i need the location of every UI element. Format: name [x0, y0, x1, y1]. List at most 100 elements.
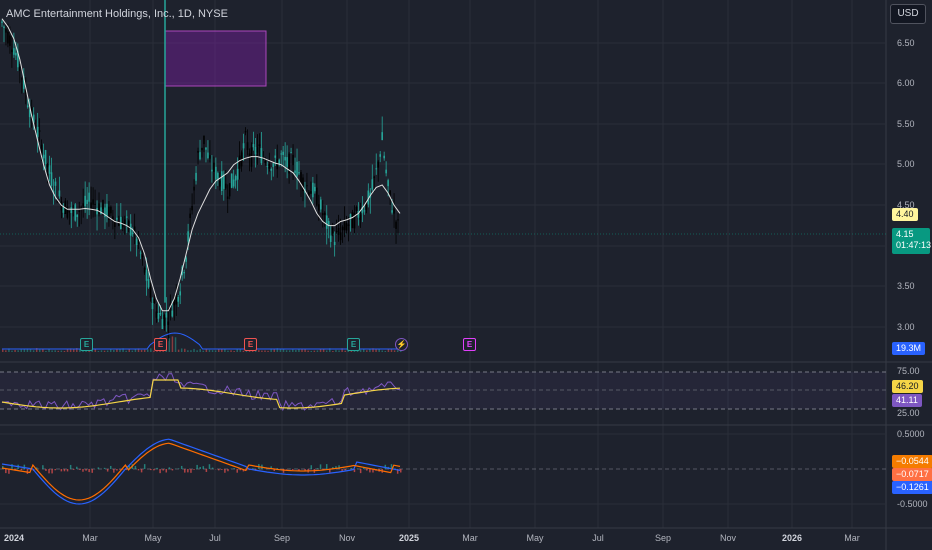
rsi-value-tag: 41.11 [892, 394, 922, 407]
volume-bar [39, 349, 41, 352]
candle-body [21, 78, 23, 80]
volume-bar [8, 348, 10, 352]
macd-hist-bar [76, 466, 78, 469]
candle-body [44, 150, 47, 165]
candle-body [145, 269, 148, 281]
volume-bar [217, 348, 220, 352]
candle-body [48, 165, 51, 174]
candle-body [314, 186, 316, 192]
volume-bar [193, 348, 195, 352]
time-label: Jul [209, 533, 221, 543]
macd-hist-bar [106, 469, 109, 472]
volume-bar [57, 350, 60, 352]
macd-hist-bar [177, 468, 180, 469]
candle-body [38, 130, 41, 132]
volume-bar [335, 349, 337, 352]
candle-body [62, 206, 65, 213]
macd-hist-bar [51, 469, 53, 474]
earnings-icon[interactable]: E [347, 338, 360, 351]
volume-bar [66, 348, 69, 352]
candle-body [316, 187, 318, 206]
macd-hist-bar [122, 469, 124, 470]
time-label: 2025 [398, 533, 420, 543]
macd-hist-bar [332, 467, 334, 469]
drawn-rectangle-zone[interactable] [164, 30, 267, 87]
candle-body [226, 196, 229, 199]
macd-hist-bar [227, 469, 229, 472]
volume-bar [298, 349, 300, 352]
macd-hist-bar [270, 466, 272, 469]
volume-bar [233, 350, 235, 352]
volume-bar [174, 337, 177, 352]
candle-body [94, 203, 96, 206]
candle-body [306, 185, 308, 187]
volume-bar [97, 350, 100, 352]
volume-bar [338, 350, 340, 352]
candle-body [30, 106, 33, 120]
macd-hist-bar [202, 466, 205, 469]
candle-body [256, 147, 259, 153]
candle-body [201, 147, 203, 151]
macd-hist-bar [140, 469, 143, 473]
volume-bar [264, 350, 266, 352]
candle-body [209, 155, 211, 159]
macd-hist-bar [292, 469, 294, 471]
candle-body [284, 156, 286, 161]
candle-body [353, 212, 356, 229]
candle-body [28, 109, 31, 118]
volume-bar [177, 349, 180, 352]
candle-body [191, 205, 193, 211]
volume-bar [362, 349, 365, 352]
moving-average-line [1, 18, 401, 312]
earnings-icon[interactable]: E [463, 338, 476, 351]
candle-body [40, 144, 43, 156]
candle-body [116, 217, 118, 220]
candle-body [177, 297, 180, 302]
candle-body [248, 153, 251, 157]
candle-body [88, 192, 90, 202]
macd-hist-bar [2, 465, 4, 469]
macd-hist-bar [304, 469, 306, 472]
macd-hist-bar [319, 464, 322, 469]
candle-body [161, 319, 164, 330]
volume-bar [20, 349, 23, 352]
volume-bar [35, 348, 38, 352]
candle-body [260, 148, 263, 164]
candle-body [19, 66, 21, 71]
currency-button[interactable]: USD [890, 4, 926, 24]
macd-hist-bar [196, 464, 198, 469]
macd-hist-bar [35, 467, 38, 469]
volume-bar [258, 350, 260, 352]
macd-histogram-tag: −0.0544 [892, 455, 932, 468]
time-label: May [526, 533, 544, 543]
symbol-title[interactable]: AMC Entertainment Holdings, Inc., 1D, NY… [6, 8, 228, 20]
candle-body [46, 164, 49, 168]
rsi-line [1, 373, 401, 412]
volume-bar [171, 336, 174, 352]
volume-bar [356, 350, 359, 352]
volume-bar [119, 348, 121, 352]
volume-bar [242, 350, 245, 352]
volume-bar [276, 348, 279, 352]
candle-body [106, 203, 108, 216]
candle-body [230, 173, 233, 188]
macd-hist-bar [82, 469, 84, 472]
volume-bar [109, 348, 112, 352]
split-lightning-icon[interactable]: ⚡ [395, 338, 408, 351]
earnings-icon[interactable]: E [80, 338, 93, 351]
candle-body [76, 214, 79, 218]
macd-hist-bar [162, 469, 164, 471]
macd-hist-bar [8, 469, 10, 474]
volume-bar [396, 350, 399, 352]
earnings-icon[interactable]: E [244, 338, 257, 351]
volume-bar [11, 350, 13, 352]
price-tick: 5.00 [897, 159, 915, 169]
candle-body [139, 252, 142, 254]
earnings-icon[interactable]: E [154, 338, 167, 351]
candle-body [193, 186, 195, 191]
macd-hist-bar [344, 469, 346, 471]
macd-hist-bar [310, 465, 313, 469]
candle-body [175, 295, 178, 305]
volume-bar [76, 348, 78, 352]
